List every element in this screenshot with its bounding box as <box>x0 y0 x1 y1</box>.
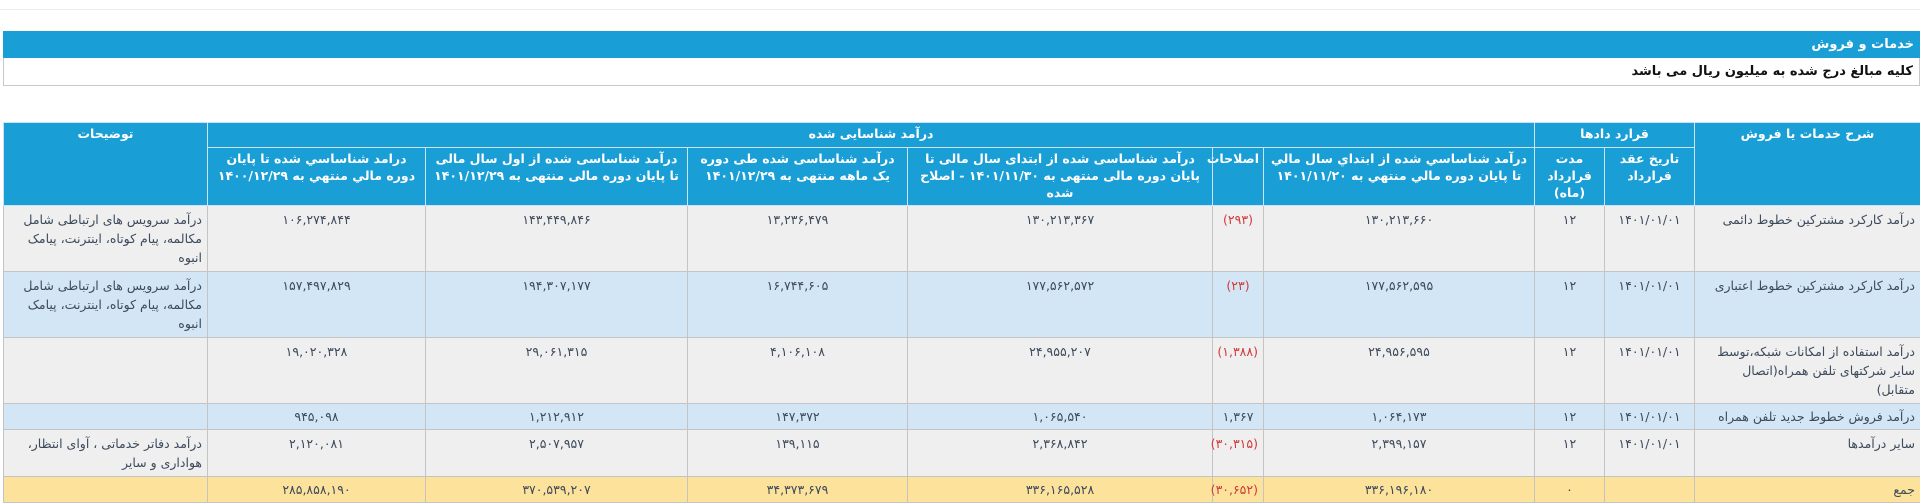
cell-one-month: ۴,۱۰۶,۱۰۸ <box>688 338 908 404</box>
cell-ytd-1401-11-20: ۲۴,۹۵۶,۵۹۵ <box>1264 338 1535 404</box>
cell-duration: ۱۲ <box>1535 404 1605 430</box>
header-ytd-adjusted: درآمد شناساسی شده از ابتدای سال مالی تا … <box>908 148 1213 206</box>
cell-description: درآمد کارکرد مشترکین خطوط دائمی <box>1695 206 1920 272</box>
cell-to-1400-12-29: ۹۴۵,۰۹۸ <box>208 404 426 430</box>
cell-notes <box>4 338 208 404</box>
cell-adjustment: (۳۰,۶۵۲) <box>1213 477 1264 503</box>
header-one-month: درآمد شناساسی شده طی دوره یک ماهه منتهی … <box>688 148 908 206</box>
cell-one-month: ۱۳,۲۳۶,۴۷۹ <box>688 206 908 272</box>
cell-ytd-1401-11-20: ۳۳۶,۱۹۶,۱۸۰ <box>1264 477 1535 503</box>
cell-description: درآمد استفاده از امکانات شبکه،توسط سایر … <box>1695 338 1920 404</box>
cell-notes <box>4 477 208 503</box>
cell-ytd-1401-11-20: ۱۷۷,۵۶۲,۵۹۵ <box>1264 272 1535 338</box>
cell-duration: ۰ <box>1535 477 1605 503</box>
cell-ytd-1401-11-20: ۱۳۰,۲۱۳,۶۶۰ <box>1264 206 1535 272</box>
header-recognized-revenue: درآمد شناسایی شده <box>208 123 1535 148</box>
cell-to-1400-12-29: ۱۰۶,۲۷۴,۸۴۴ <box>208 206 426 272</box>
cell-ytd-adjusted: ۲۴,۹۵۵,۲۰۷ <box>908 338 1213 404</box>
cell-notes: درآمد سرویس های ارتباطی شامل مکالمه، پیا… <box>4 272 208 338</box>
header-description: شرح خدمات یا فروش <box>1695 123 1920 206</box>
header-contract-date: تاریخ عقد قرارداد <box>1605 148 1695 206</box>
cell-description: درآمد فروش خطوط جدید تلفن همراه <box>1695 404 1920 430</box>
cell-adjustment: (۲۳) <box>1213 272 1264 338</box>
cell-to-1400-12-29: ۱۹,۰۲۰,۳۲۸ <box>208 338 426 404</box>
cell-ytd-adjusted: ۳۳۶,۱۶۵,۵۲۸ <box>908 477 1213 503</box>
cell-notes: درآمد دفاتر خدماتی ، آوای انتظار، هوادار… <box>4 430 208 477</box>
cell-one-month: ۱۴۷,۳۷۲ <box>688 404 908 430</box>
currency-note: کلیه مبالغ درج شده به میلیون ریال می باش… <box>3 58 1920 86</box>
cell-description: درآمد کارکرد مشترکین خطوط اعتباری <box>1695 272 1920 338</box>
header-ytd-1401-12-29: درآمد شناساسی شده از اول سال مالی تا پای… <box>426 148 688 206</box>
cell-to-1400-12-29: ۱۵۷,۴۹۷,۸۲۹ <box>208 272 426 338</box>
cell-ytd-1401-12-29: ۲۹,۰۶۱,۳۱۵ <box>426 338 688 404</box>
cell-duration: ۱۲ <box>1535 338 1605 404</box>
table-row: درآمد استفاده از امکانات شبکه،توسط سایر … <box>4 338 1920 404</box>
cell-ytd-1401-12-29: ۱۹۴,۳۰۷,۱۷۷ <box>426 272 688 338</box>
cell-to-1400-12-29: ۲,۱۲۰,۰۸۱ <box>208 430 426 477</box>
cell-notes: درآمد سرویس های ارتباطی شامل مکالمه، پیا… <box>4 206 208 272</box>
header-to-1400-12-29: درامد شناساسي شده تا پايان دوره مالي منت… <box>208 148 426 206</box>
header-duration: مدت قرارداد (ماه) <box>1535 148 1605 206</box>
top-divider <box>0 9 1920 10</box>
cell-ytd-1401-12-29: ۳۷۰,۵۳۹,۲۰۷ <box>426 477 688 503</box>
cell-contract-date: ۱۴۰۱/۰۱/۰۱ <box>1605 206 1695 272</box>
cell-ytd-adjusted: ۱۷۷,۵۶۲,۵۷۲ <box>908 272 1213 338</box>
cell-one-month: ۱۳۹,۱۱۵ <box>688 430 908 477</box>
cell-one-month: ۳۴,۳۷۳,۶۷۹ <box>688 477 908 503</box>
cell-adjustment: (۲۹۳) <box>1213 206 1264 272</box>
cell-ytd-adjusted: ۱,۰۶۵,۵۴۰ <box>908 404 1213 430</box>
cell-description: سایر درآمدها <box>1695 430 1920 477</box>
cell-contract-date: ۱۴۰۱/۰۱/۰۱ <box>1605 272 1695 338</box>
cell-duration: ۱۲ <box>1535 430 1605 477</box>
cell-contract-date: ۱۴۰۱/۰۱/۰۱ <box>1605 404 1695 430</box>
cell-to-1400-12-29: ۲۸۵,۸۵۸,۱۹۰ <box>208 477 426 503</box>
cell-contract-date <box>1605 477 1695 503</box>
cell-description: جمع <box>1695 477 1920 503</box>
cell-ytd-1401-11-20: ۱,۰۶۴,۱۷۳ <box>1264 404 1535 430</box>
header-ytd-1401-11-20: درآمد شناساسي شده از ابتداي سال مالي تا … <box>1264 148 1535 206</box>
cell-duration: ۱۲ <box>1535 206 1605 272</box>
header-adjustments: اصلاحات <box>1213 148 1264 206</box>
cell-ytd-adjusted: ۲,۳۶۸,۸۴۲ <box>908 430 1213 477</box>
cell-ytd-adjusted: ۱۳۰,۲۱۳,۳۶۷ <box>908 206 1213 272</box>
cell-duration: ۱۲ <box>1535 272 1605 338</box>
header-contracts: قرارد دادها <box>1535 123 1695 148</box>
section-title: خدمات و فروش <box>3 31 1920 58</box>
cell-one-month: ۱۶,۷۴۴,۶۰۵ <box>688 272 908 338</box>
cell-adjustment: ۱,۳۶۷ <box>1213 404 1264 430</box>
cell-ytd-1401-11-20: ۲,۳۹۹,۱۵۷ <box>1264 430 1535 477</box>
cell-adjustment: (۳۰,۳۱۵) <box>1213 430 1264 477</box>
cell-ytd-1401-12-29: ۱۴۳,۴۴۹,۸۴۶ <box>426 206 688 272</box>
cell-adjustment: (۱,۳۸۸) <box>1213 338 1264 404</box>
cell-contract-date: ۱۴۰۱/۰۱/۰۱ <box>1605 430 1695 477</box>
cell-notes <box>4 404 208 430</box>
cell-ytd-1401-12-29: ۱,۲۱۲,۹۱۲ <box>426 404 688 430</box>
cell-contract-date: ۱۴۰۱/۰۱/۰۱ <box>1605 338 1695 404</box>
cell-ytd-1401-12-29: ۲,۵۰۷,۹۵۷ <box>426 430 688 477</box>
revenue-table: شرح خدمات یا فروش قرارد دادها درآمد شناس… <box>3 122 1920 503</box>
header-notes: توضیحات <box>4 123 208 206</box>
